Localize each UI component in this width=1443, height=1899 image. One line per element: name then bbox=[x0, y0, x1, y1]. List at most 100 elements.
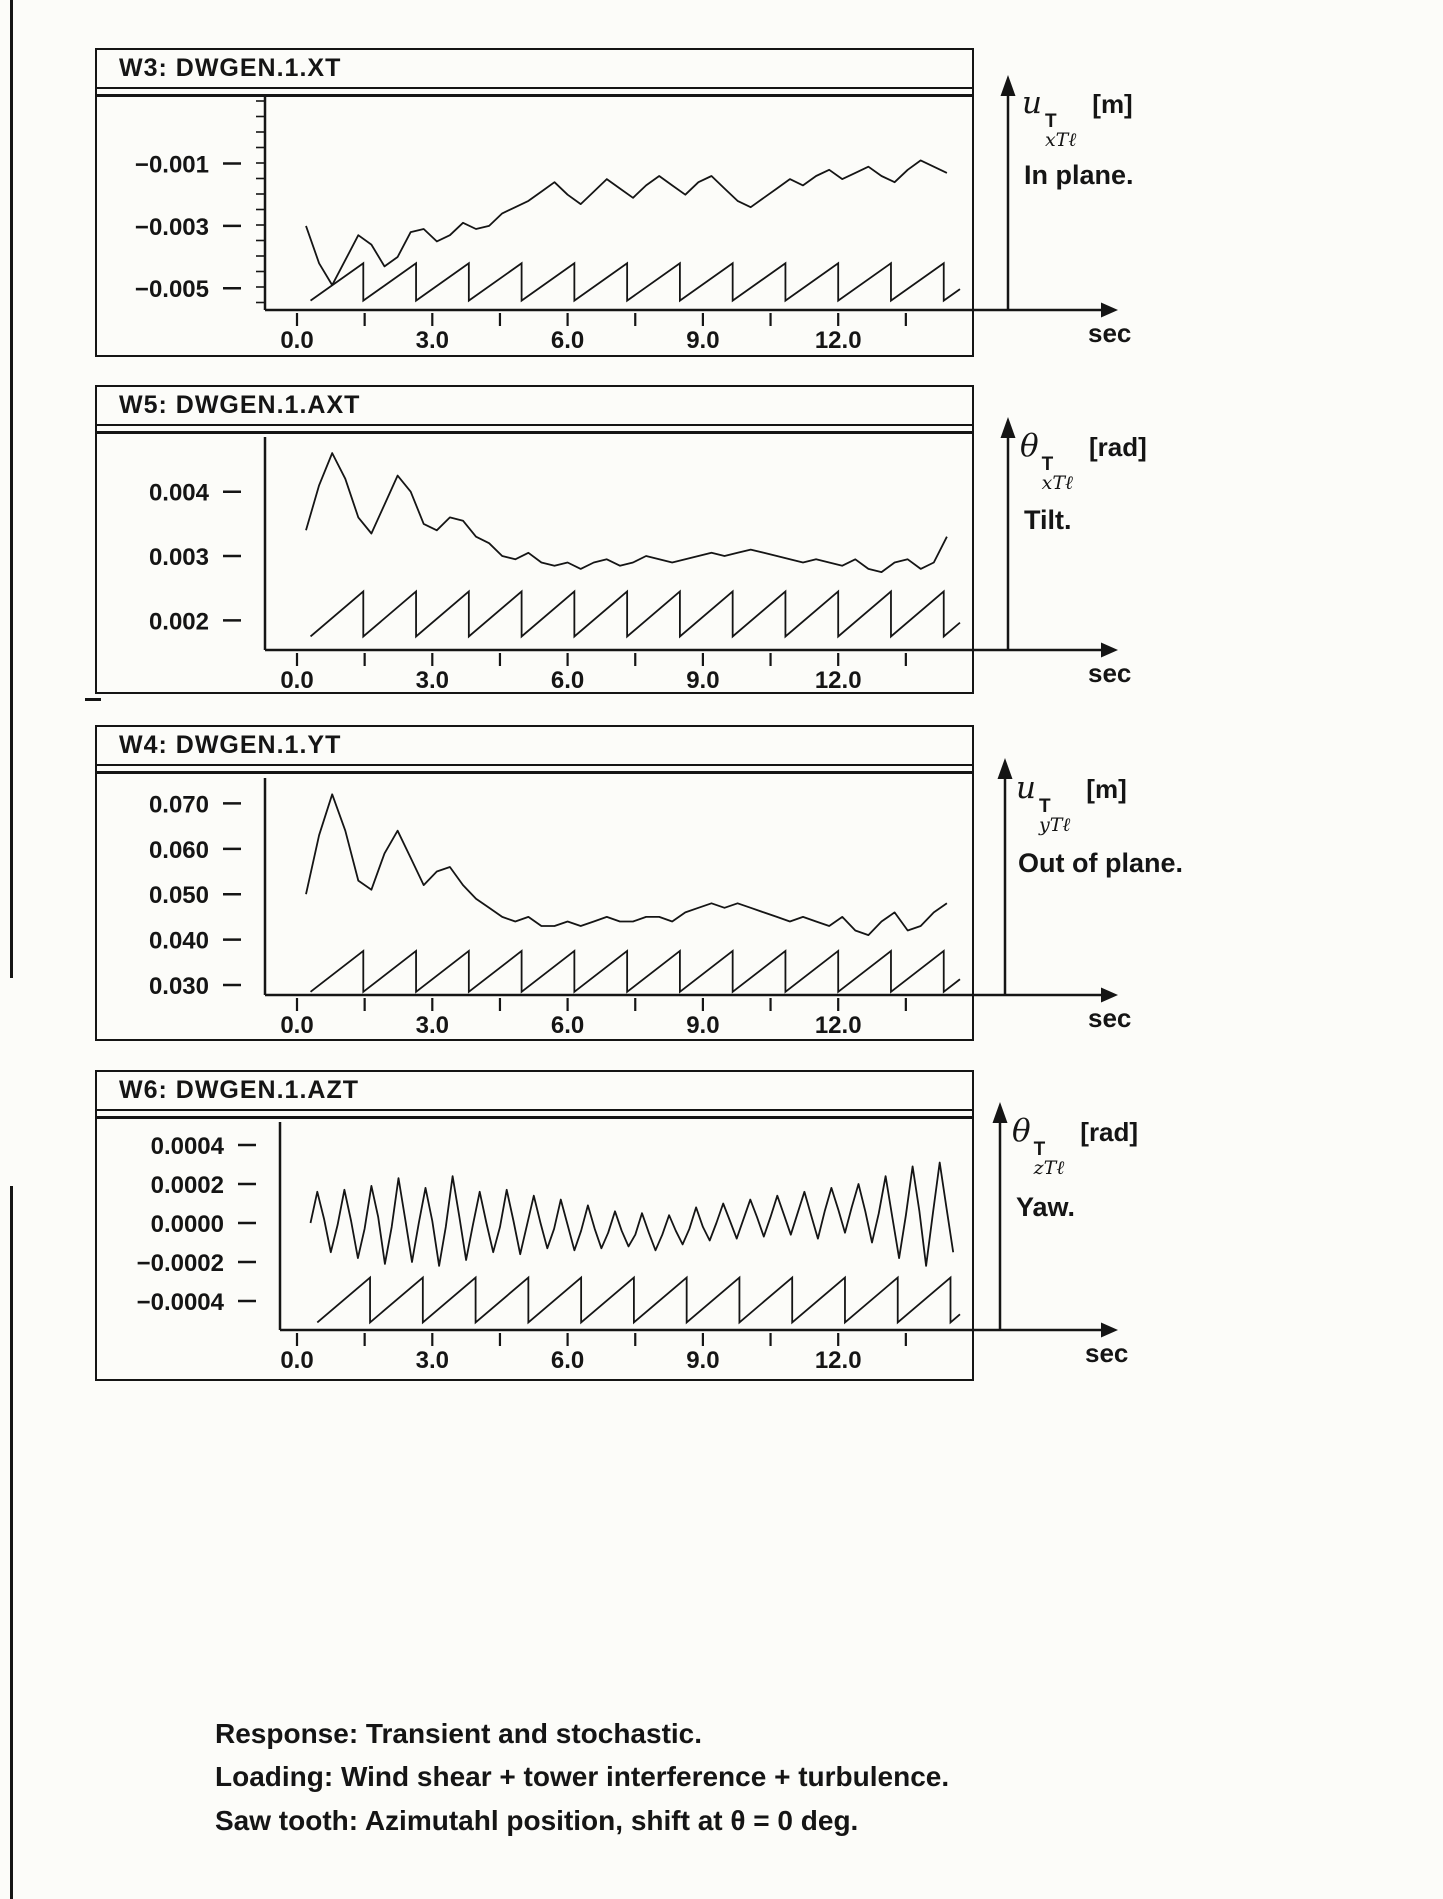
axis-variable: θ bbox=[1020, 428, 1039, 464]
panel-title-text: W6: DWGEN.1.AZT bbox=[119, 1076, 359, 1104]
x-tick-label: 12.0 bbox=[815, 667, 862, 694]
chart-W5: 0.004 0.003 0.002 0.0 3.0 6.0 9.0 12.0 bbox=[149, 417, 1118, 694]
chart-W4: 0.070 0.060 0.050 0.040 0.030 0.0 3.0 6.0 9.0 12.… bbox=[149, 758, 1118, 1039]
axis-description-w3: In plane. bbox=[1024, 160, 1134, 190]
axis-unit: [rad] bbox=[1080, 1117, 1139, 1147]
panel-title-rule-w4 bbox=[97, 771, 972, 774]
chart-W6: 0.0004 0.0002 0.0000 −0.0002 −0.0004 0.0 3.0 6.… bbox=[137, 1102, 1118, 1374]
chart-W3: −0.001 −0.003 −0.005 0.0 3.0 6.0 9.0 12.0 bbox=[135, 75, 1118, 354]
axis-description-w4: Out of plane. bbox=[1018, 848, 1183, 878]
x-axis-unit-w5: sec bbox=[1088, 658, 1132, 688]
x-tick-label: 6.0 bbox=[551, 667, 584, 694]
axis-subscript: yTℓ bbox=[1038, 814, 1071, 836]
x-tick-label: 3.0 bbox=[416, 327, 449, 354]
panel-title-text: W4: DWGEN.1.YT bbox=[119, 731, 342, 759]
panel-box-w6: W6: DWGEN.1.AZT bbox=[95, 1070, 974, 1381]
x-tick-label: 6.0 bbox=[551, 327, 584, 354]
sawtooth-azimuth-trace bbox=[309, 589, 961, 639]
sawtooth-azimuth-trace bbox=[310, 261, 961, 303]
x-tick-label: 9.0 bbox=[686, 667, 719, 694]
y-tick-label: 0.0000 bbox=[151, 1211, 224, 1238]
axis-unit: [m] bbox=[1092, 89, 1133, 119]
axis-superscript: T bbox=[1041, 454, 1054, 475]
sawtooth-azimuth-trace bbox=[309, 949, 961, 994]
panel-title-w4: W4: DWGEN.1.YT bbox=[97, 727, 972, 766]
y-tick-label: −0.0004 bbox=[137, 1289, 225, 1316]
caption-line-response: Response: Transient and stochastic. bbox=[215, 1718, 703, 1749]
axis-variable: u bbox=[1022, 85, 1042, 121]
axis-description-w5: Tilt. bbox=[1024, 505, 1072, 535]
axis-superscript: T bbox=[1033, 1139, 1046, 1160]
x-tick-label: 0.0 bbox=[280, 667, 313, 694]
x-tick-label: 9.0 bbox=[686, 1012, 719, 1039]
x-tick-label: 0.0 bbox=[280, 327, 313, 354]
axis-unit: [m] bbox=[1086, 774, 1127, 804]
panel-title-rule-w3 bbox=[97, 94, 972, 97]
x-tick-label: 3.0 bbox=[416, 1012, 449, 1039]
axis-subscript: zTℓ bbox=[1033, 1157, 1065, 1179]
y-tick-label: 0.0002 bbox=[151, 1172, 224, 1199]
x-tick-label: 6.0 bbox=[551, 1012, 584, 1039]
y-tick-label: 0.050 bbox=[149, 882, 209, 909]
y-tick-label: 0.060 bbox=[149, 837, 209, 864]
x-tick-label: 12.0 bbox=[815, 1012, 862, 1039]
x-axis-unit-w6: sec bbox=[1085, 1338, 1129, 1368]
sawtooth-azimuth-trace bbox=[316, 1275, 961, 1325]
x-tick-label: 0.0 bbox=[280, 1012, 313, 1039]
scan-border-line-top bbox=[10, 0, 13, 978]
y-tick-label: −0.001 bbox=[135, 152, 209, 179]
x-tick-label: 3.0 bbox=[416, 667, 449, 694]
panel-box-w5: W5: DWGEN.1.AXT bbox=[95, 385, 974, 694]
x-axis-unit-w3: sec bbox=[1088, 318, 1132, 348]
y-tick-label: −0.005 bbox=[135, 276, 209, 303]
response-trace bbox=[305, 452, 948, 573]
panel-title-w6: W6: DWGEN.1.AZT bbox=[97, 1072, 972, 1111]
y-tick-label: 0.003 bbox=[149, 544, 209, 571]
x-tick-label: 0.0 bbox=[280, 1347, 313, 1374]
figure-caption: Response: Transient and stochastic. Load… bbox=[215, 1712, 949, 1842]
y-tick-label: −0.003 bbox=[135, 214, 209, 241]
panel-title-text: W5: DWGEN.1.AXT bbox=[119, 391, 361, 419]
y-tick-label: 0.070 bbox=[149, 791, 209, 818]
axis-description-w6: Yaw. bbox=[1016, 1192, 1076, 1222]
y-tick-label: 0.0004 bbox=[151, 1133, 225, 1160]
axis-subscript: xTℓ bbox=[1041, 472, 1073, 494]
scan-artifact-dash bbox=[85, 698, 101, 701]
axis-unit: [rad] bbox=[1088, 432, 1147, 462]
panel-title-w5: W5: DWGEN.1.AXT bbox=[97, 387, 972, 426]
response-trace bbox=[305, 793, 948, 936]
panel-title-rule-w6 bbox=[97, 1116, 972, 1119]
axis-variable: θ bbox=[1012, 1113, 1031, 1149]
axis-superscript: T bbox=[1038, 796, 1051, 817]
axis-variable: u bbox=[1016, 770, 1036, 806]
x-tick-label: 12.0 bbox=[815, 327, 862, 354]
caption-line-loading: Loading: Wind shear + tower interference… bbox=[215, 1761, 950, 1793]
scan-border-line-bottom bbox=[10, 1186, 13, 1899]
x-tick-label: 9.0 bbox=[686, 327, 719, 354]
y-tick-label: 0.004 bbox=[149, 480, 210, 507]
panel-title-text: W3: DWGEN.1.XT bbox=[119, 54, 342, 82]
response-trace bbox=[309, 1161, 955, 1267]
panel-box-w4: W4: DWGEN.1.YT bbox=[95, 725, 974, 1041]
panel-title-rule-w5 bbox=[97, 431, 972, 434]
y-tick-label: 0.002 bbox=[149, 608, 209, 635]
x-axis-unit-w4: sec bbox=[1088, 1003, 1132, 1033]
x-tick-label: 9.0 bbox=[686, 1347, 719, 1374]
panel-box-w3: W3: DWGEN.1.XT bbox=[95, 48, 974, 357]
y-tick-label: 0.040 bbox=[149, 928, 209, 955]
y-tick-label: 0.030 bbox=[149, 973, 209, 1000]
y-tick-label: −0.0002 bbox=[137, 1250, 224, 1277]
response-trace bbox=[305, 159, 948, 286]
x-tick-label: 6.0 bbox=[551, 1347, 584, 1374]
axis-subscript: xTℓ bbox=[1044, 129, 1077, 151]
